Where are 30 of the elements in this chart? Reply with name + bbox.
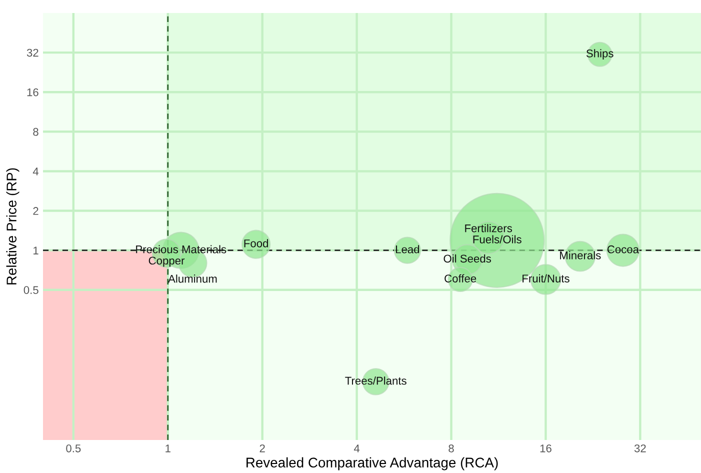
annotation: Fruit/Nuts: [522, 274, 570, 282]
annotation: Cocoa: [607, 245, 640, 254]
x-tick-label: 4: [354, 444, 360, 452]
annotation: Oil Seeds: [444, 254, 491, 263]
y-tick-label: 2: [33, 207, 38, 215]
x-tick-label: 16: [540, 444, 552, 452]
annotation: Lead: [396, 245, 420, 254]
y-tick-label: 1: [34, 246, 38, 254]
y-tick-label: 0.5: [24, 286, 38, 294]
y-tick-label: 4: [32, 168, 39, 176]
annotation: Food: [244, 239, 268, 248]
annotation: Precious Materials: [136, 245, 226, 254]
x-tick-label: 0.5: [66, 444, 81, 452]
annotation: Fertilizers: [465, 224, 512, 232]
annotation: Copper: [148, 256, 185, 267]
annotation: Coffee: [444, 274, 476, 282]
annotation: Trees/Plants: [345, 376, 406, 385]
y-tick-label: 8: [33, 128, 38, 136]
x-tick-label: 2: [260, 444, 265, 452]
x-tick-label: 32: [634, 444, 646, 452]
y-tick-label: 16: [27, 88, 38, 96]
y-axis-title: Relative Price (RP): [6, 168, 20, 284]
annotation: Aluminum: [168, 274, 217, 283]
x-tick-label: 1: [166, 444, 170, 452]
x-tick-label: 8: [448, 444, 454, 452]
annotation: Minerals: [560, 251, 601, 260]
y-tick-label: 32: [26, 48, 38, 57]
annotation: Fuels/Oils: [473, 235, 522, 244]
x-axis-title: Revealed Comparative Advantage (RCA): [246, 457, 498, 470]
annotation: Ships: [586, 49, 614, 60]
